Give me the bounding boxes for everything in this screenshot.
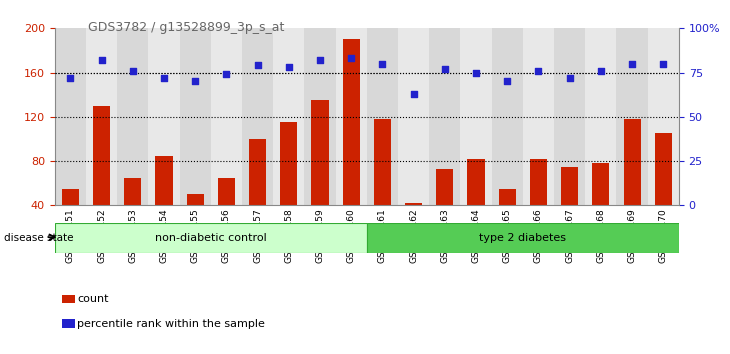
Bar — [155, 155, 172, 250]
Point — [189, 79, 201, 84]
Point — [533, 68, 545, 74]
Bar — [93, 106, 110, 250]
Bar — [249, 139, 266, 250]
Point — [220, 72, 232, 77]
Bar — [336, 28, 366, 205]
Bar — [585, 28, 616, 205]
Point — [470, 70, 482, 75]
Bar — [211, 28, 242, 205]
Text: type 2 diabetes: type 2 diabetes — [480, 233, 566, 243]
Text: percentile rank within the sample: percentile rank within the sample — [77, 319, 265, 329]
Bar — [280, 122, 297, 250]
Bar — [180, 28, 211, 205]
Bar — [62, 189, 79, 250]
Point — [64, 75, 76, 81]
Bar — [374, 119, 391, 250]
Bar — [124, 178, 142, 250]
Bar — [461, 28, 492, 205]
Point — [314, 57, 326, 63]
Point — [626, 61, 638, 67]
Point — [127, 68, 139, 74]
Bar — [561, 167, 578, 250]
Bar — [429, 28, 461, 205]
Point — [564, 75, 575, 81]
Point — [502, 79, 513, 84]
Bar — [405, 203, 422, 250]
Point — [595, 68, 607, 74]
Point — [345, 56, 357, 61]
Bar — [554, 28, 585, 205]
Text: non-diabetic control: non-diabetic control — [155, 233, 266, 243]
Point — [252, 63, 264, 68]
Text: disease state: disease state — [4, 233, 73, 243]
Bar — [616, 28, 648, 205]
Bar — [398, 28, 429, 205]
Bar — [655, 133, 672, 250]
Bar — [312, 100, 328, 250]
Bar — [342, 39, 360, 250]
Bar — [492, 28, 523, 205]
Bar — [523, 28, 554, 205]
Bar — [592, 163, 610, 250]
Point — [408, 91, 420, 97]
Bar — [648, 28, 679, 205]
Point — [658, 61, 669, 67]
Point — [377, 61, 388, 67]
Bar — [366, 223, 679, 253]
Bar — [218, 178, 235, 250]
Bar — [55, 223, 366, 253]
Point — [96, 57, 107, 63]
Bar — [187, 194, 204, 250]
Point — [283, 64, 295, 70]
Point — [158, 75, 170, 81]
Bar — [55, 28, 86, 205]
Bar — [304, 28, 336, 205]
Bar — [467, 159, 485, 250]
Bar — [86, 28, 117, 205]
Bar — [366, 28, 398, 205]
Bar — [499, 189, 516, 250]
Point — [439, 66, 450, 72]
Bar — [437, 169, 453, 250]
Bar — [117, 28, 148, 205]
Bar — [273, 28, 304, 205]
Text: GDS3782 / g13528899_3p_s_at: GDS3782 / g13528899_3p_s_at — [88, 21, 284, 34]
Bar — [623, 119, 641, 250]
Text: count: count — [77, 294, 109, 304]
Bar — [148, 28, 180, 205]
Bar — [530, 159, 547, 250]
Bar — [242, 28, 273, 205]
